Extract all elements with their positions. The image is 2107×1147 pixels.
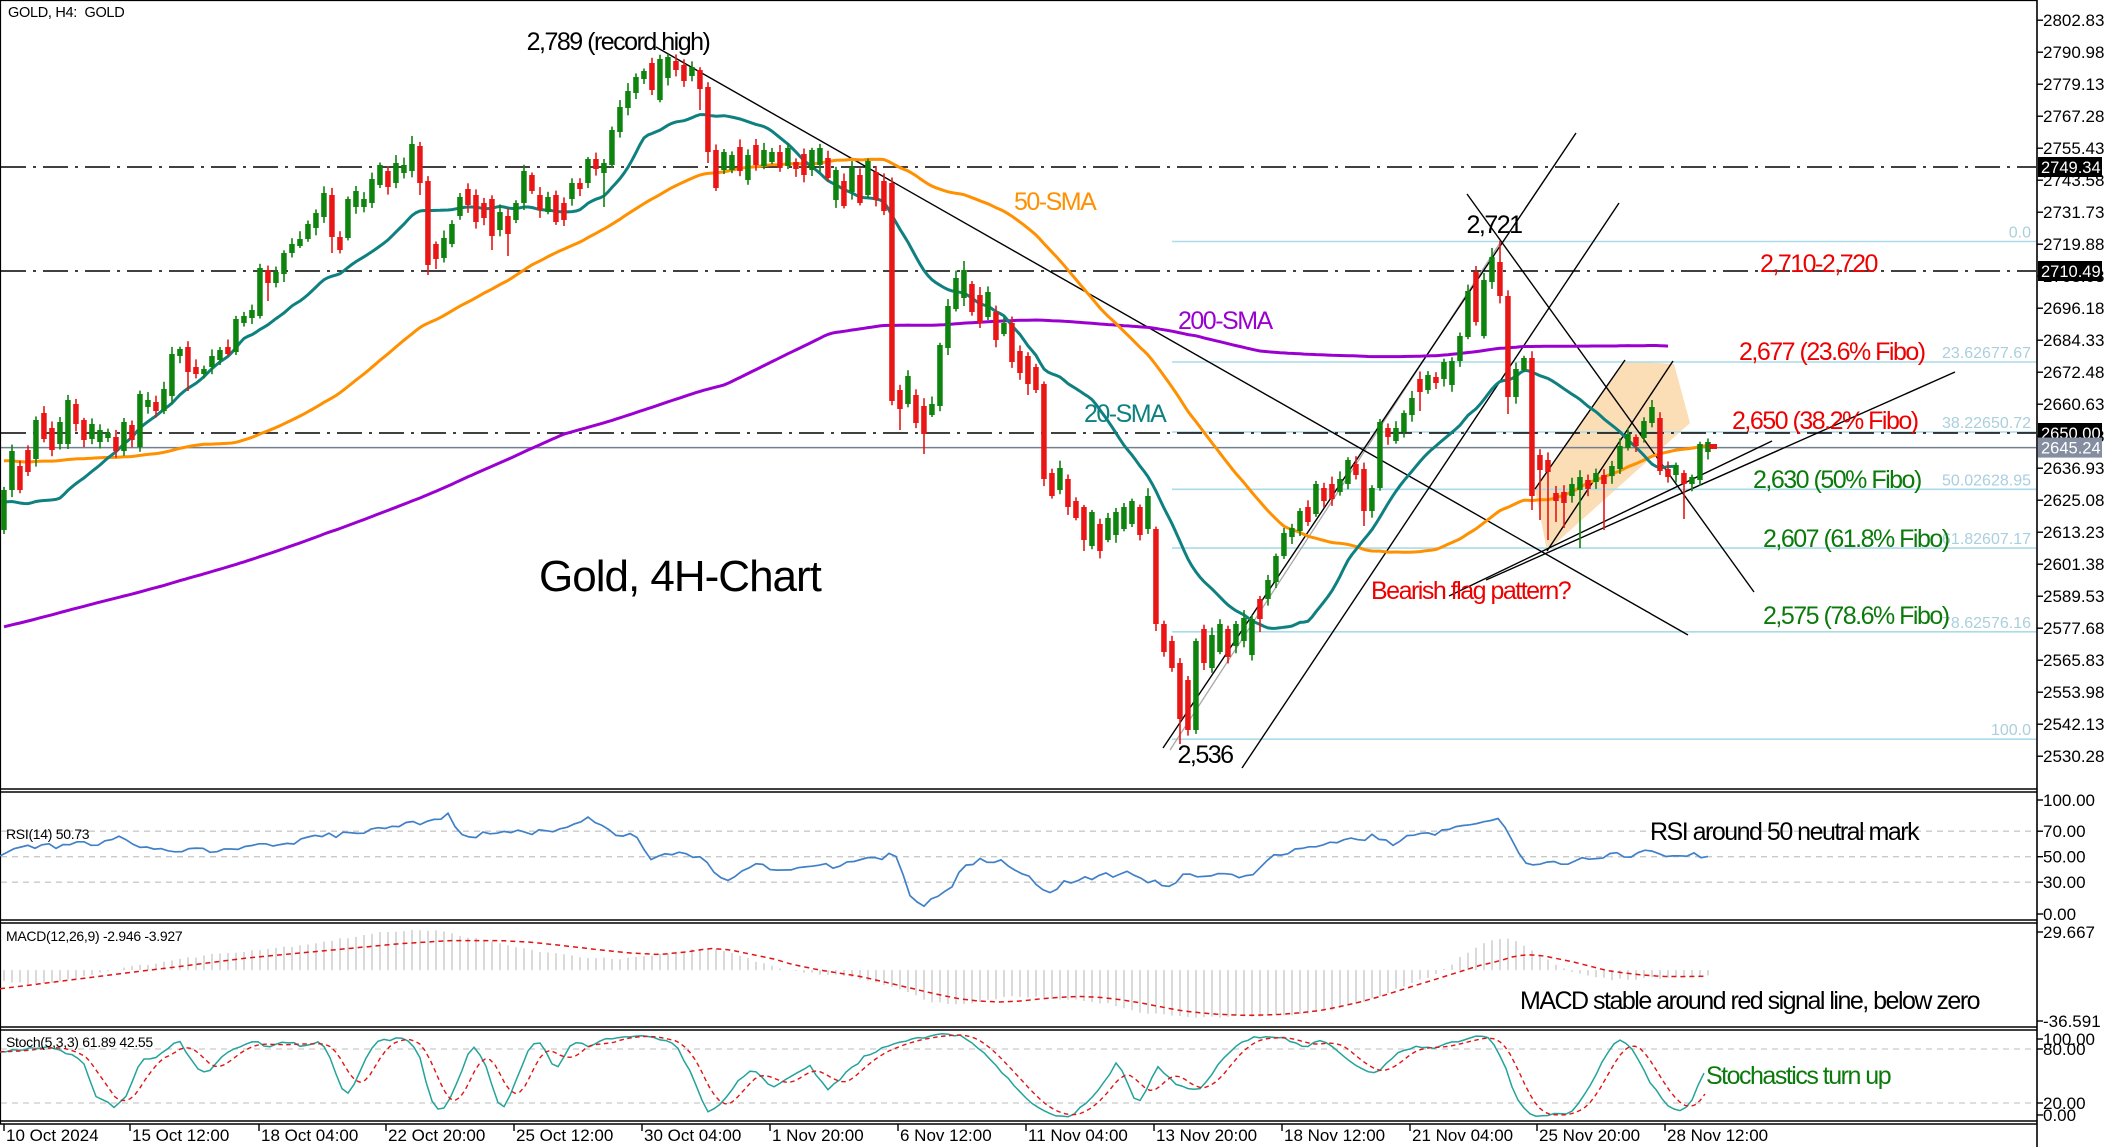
- svg-text:MACD stable around red signal: MACD stable around red signal line, belo…: [1520, 987, 1980, 1015]
- svg-text:RSI(14) 50.73: RSI(14) 50.73: [6, 826, 90, 842]
- svg-text:0.00: 0.00: [2043, 905, 2076, 924]
- svg-text:2767.28: 2767.28: [2043, 107, 2104, 126]
- svg-text:78.62576.16: 78.62576.16: [1942, 615, 2031, 632]
- svg-text:2696.18: 2696.18: [2043, 299, 2104, 318]
- svg-text:11 Nov 04:00: 11 Nov 04:00: [1028, 1126, 1128, 1145]
- svg-text:2790.98: 2790.98: [2043, 43, 2104, 62]
- svg-text:2577.68: 2577.68: [2043, 619, 2104, 638]
- svg-text:100.00: 100.00: [2043, 1030, 2095, 1049]
- svg-text:20.00: 20.00: [2043, 1094, 2086, 1113]
- svg-text:Stochastics turn up: Stochastics turn up: [1706, 1062, 1891, 1090]
- svg-text:2802.83: 2802.83: [2043, 11, 2104, 30]
- svg-text:2672.48: 2672.48: [2043, 363, 2104, 382]
- svg-text:2636.93: 2636.93: [2043, 459, 2104, 478]
- svg-text:10 Oct 2024: 10 Oct 2024: [6, 1126, 99, 1145]
- svg-text:6 Nov 12:00: 6 Nov 12:00: [900, 1126, 992, 1145]
- svg-text:30.00: 30.00: [2043, 873, 2086, 892]
- svg-text:25 Oct 12:00: 25 Oct 12:00: [516, 1126, 613, 1145]
- svg-text:0.0: 0.0: [2009, 225, 2031, 242]
- svg-text:2,789 (record high): 2,789 (record high): [527, 28, 710, 56]
- svg-text:200-SMA: 200-SMA: [1178, 307, 1274, 335]
- svg-text:2,650 (38.2% Fibo): 2,650 (38.2% Fibo): [1732, 407, 1918, 435]
- svg-text:2755.43: 2755.43: [2043, 139, 2104, 158]
- svg-text:30 Oct 04:00: 30 Oct 04:00: [644, 1126, 741, 1145]
- svg-text:0.00: 0.00: [2043, 1106, 2076, 1125]
- svg-text:2719.88: 2719.88: [2043, 235, 2104, 254]
- svg-text:2542.13: 2542.13: [2043, 715, 2104, 734]
- svg-text:2731.73: 2731.73: [2043, 203, 2104, 222]
- svg-text:2645.24: 2645.24: [2041, 440, 2101, 458]
- svg-text:2779.13: 2779.13: [2043, 75, 2104, 94]
- svg-text:2613.23: 2613.23: [2043, 523, 2104, 542]
- svg-text:Gold, 4H-Chart: Gold, 4H-Chart: [539, 552, 822, 601]
- svg-text:2625.08: 2625.08: [2043, 491, 2104, 510]
- svg-text:2553.98: 2553.98: [2043, 683, 2104, 702]
- svg-text:28 Nov 12:00: 28 Nov 12:00: [1667, 1126, 1768, 1145]
- svg-text:2684.33: 2684.33: [2043, 331, 2104, 350]
- svg-text:61.82607.17: 61.82607.17: [1942, 531, 2031, 548]
- svg-text:RSI around 50 neutral mark: RSI around 50 neutral mark: [1650, 818, 1920, 846]
- svg-text:-36.591: -36.591: [2043, 1012, 2101, 1031]
- svg-text:2,677 (23.6% Fibo): 2,677 (23.6% Fibo): [1739, 338, 1925, 366]
- svg-text:2749.34: 2749.34: [2041, 159, 2101, 177]
- svg-text:2,710-2,720: 2,710-2,720: [1760, 250, 1878, 278]
- svg-text:100.00: 100.00: [2043, 791, 2095, 810]
- svg-text:2589.53: 2589.53: [2043, 587, 2104, 606]
- svg-text:20-SMA: 20-SMA: [1084, 400, 1167, 428]
- svg-text:2,630 (50% Fibo): 2,630 (50% Fibo): [1753, 466, 1921, 494]
- svg-text:23.62677.67: 23.62677.67: [1942, 345, 2031, 362]
- svg-text:2,721: 2,721: [1466, 211, 1522, 239]
- svg-text:MACD(12,26,9) -2.946 -3.927: MACD(12,26,9) -2.946 -3.927: [6, 928, 183, 944]
- svg-text:2530.28: 2530.28: [2043, 747, 2104, 766]
- svg-text:2565.83: 2565.83: [2043, 651, 2104, 670]
- svg-text:22 Oct 20:00: 22 Oct 20:00: [388, 1126, 485, 1145]
- svg-text:2,575 (78.6% Fibo): 2,575 (78.6% Fibo): [1763, 602, 1949, 630]
- svg-text:GOLD, H4: GOLD: GOLD, H4: GOLD: [8, 5, 124, 21]
- svg-text:29.667: 29.667: [2043, 923, 2095, 942]
- svg-text:100.0: 100.0: [1991, 722, 2031, 739]
- svg-text:2660.63: 2660.63: [2043, 395, 2104, 414]
- svg-text:13 Nov 20:00: 13 Nov 20:00: [1156, 1126, 1257, 1145]
- svg-text:2,536: 2,536: [1177, 741, 1233, 769]
- svg-text:2,607 (61.8% Fibo): 2,607 (61.8% Fibo): [1763, 525, 1949, 553]
- svg-text:Stoch(5,3,3) 61.89 42.55: Stoch(5,3,3) 61.89 42.55: [6, 1034, 153, 1050]
- svg-text:18 Oct 04:00: 18 Oct 04:00: [261, 1126, 358, 1145]
- svg-text:38.22650.72: 38.22650.72: [1942, 415, 2031, 432]
- svg-text:2710.49: 2710.49: [2041, 263, 2101, 281]
- svg-text:18 Nov 12:00: 18 Nov 12:00: [1284, 1126, 1385, 1145]
- svg-text:Bearish flag pattern?: Bearish flag pattern?: [1371, 577, 1571, 605]
- svg-text:50.02628.95: 50.02628.95: [1942, 472, 2031, 489]
- svg-text:25 Nov 20:00: 25 Nov 20:00: [1539, 1126, 1640, 1145]
- svg-text:50.00: 50.00: [2043, 848, 2086, 867]
- svg-text:15 Oct 12:00: 15 Oct 12:00: [132, 1126, 229, 1145]
- svg-text:21 Nov 04:00: 21 Nov 04:00: [1412, 1126, 1513, 1145]
- svg-text:2601.38: 2601.38: [2043, 555, 2104, 574]
- svg-text:70.00: 70.00: [2043, 822, 2086, 841]
- svg-text:1 Nov 20:00: 1 Nov 20:00: [772, 1126, 864, 1145]
- svg-text:50-SMA: 50-SMA: [1014, 188, 1097, 216]
- svg-text:80.00: 80.00: [2043, 1040, 2086, 1059]
